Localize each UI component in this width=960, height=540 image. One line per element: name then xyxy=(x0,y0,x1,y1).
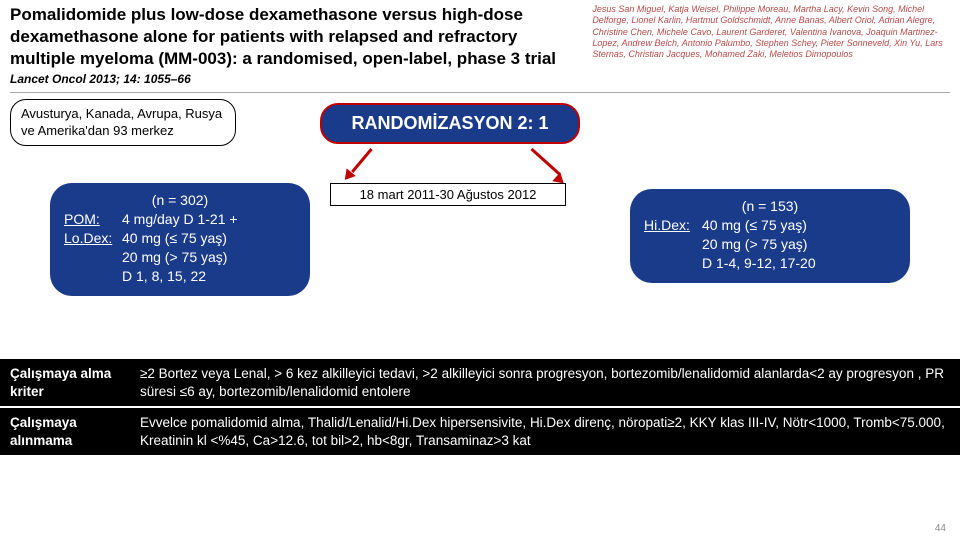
arm-left-row-1: Lo.Dex: 40 mg (≤ 75 yaş) 20 mg (> 75 yaş… xyxy=(64,229,296,286)
centers-box: Avusturya, Kanada, Avrupa, Rusya ve Amer… xyxy=(10,99,236,146)
paper-title: Pomalidomide plus low-dose dexamethasone… xyxy=(10,5,556,68)
authors-list: Jesus San Miguel, Katja Weisel, Philippe… xyxy=(592,4,950,88)
arm-right-n: (n = 153) xyxy=(644,197,896,216)
arm-left-row-0: POM: 4 mg/day D 1-21 + xyxy=(64,210,296,229)
randomization-box: RANDOMİZASYON 2: 1 xyxy=(320,103,580,144)
arm-right-label-0: Hi.Dex: xyxy=(644,216,694,273)
arrow-right-stem xyxy=(530,148,560,176)
arm-right-text-0: 40 mg (≤ 75 yaş) 20 mg (> 75 yaş) D 1-4,… xyxy=(702,216,816,273)
arm-left-n: (n = 302) xyxy=(64,191,296,210)
arm-left-label-1: Lo.Dex: xyxy=(64,229,114,286)
exclusion-row: Çalışmaya alınmama Evvelce pomalidomid a… xyxy=(0,408,960,457)
inclusion-label: Çalışmaya alma kriter xyxy=(10,365,140,400)
arm-left-text-1: 40 mg (≤ 75 yaş) 20 mg (> 75 yaş) D 1, 8… xyxy=(122,229,227,286)
page-number: 44 xyxy=(935,523,946,534)
arm-pom-lodex: (n = 302) POM: 4 mg/day D 1-21 + Lo.Dex:… xyxy=(50,183,310,295)
trial-diagram: Avusturya, Kanada, Avrupa, Rusya ve Amer… xyxy=(10,99,950,359)
arm-right-row-0: Hi.Dex: 40 mg (≤ 75 yaş) 20 mg (> 75 yaş… xyxy=(644,216,896,273)
exclusion-text: Evvelce pomalidomid alma, Thalid/Lenalid… xyxy=(140,414,950,449)
inclusion-row: Çalışmaya alma kriter ≥2 Bortez veya Len… xyxy=(0,359,960,408)
header: Pomalidomide plus low-dose dexamethasone… xyxy=(0,0,960,88)
inclusion-text: ≥2 Bortez veya Lenal, > 6 kez alkilleyic… xyxy=(140,365,950,400)
divider xyxy=(10,92,950,93)
criteria-table: Çalışmaya alma kriter ≥2 Bortez veya Len… xyxy=(0,359,960,457)
arm-hidex: (n = 153) Hi.Dex: 40 mg (≤ 75 yaş) 20 mg… xyxy=(630,189,910,283)
arm-left-label-0: POM: xyxy=(64,210,114,229)
arrow-left-stem xyxy=(351,148,373,173)
arm-left-text-0: 4 mg/day D 1-21 + xyxy=(122,210,238,229)
enrollment-dates: 18 mart 2011-30 Ağustos 2012 xyxy=(330,183,566,206)
citation: Lancet Oncol 2013; 14: 1055–66 xyxy=(10,72,191,86)
exclusion-label: Çalışmaya alınmama xyxy=(10,414,140,449)
title-block: Pomalidomide plus low-dose dexamethasone… xyxy=(10,4,582,88)
